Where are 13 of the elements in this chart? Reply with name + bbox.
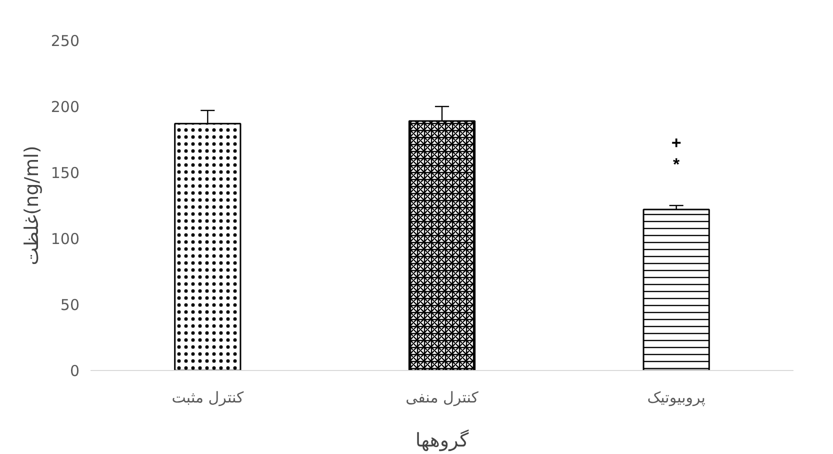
y-tick-label: 200 [50,98,80,116]
x-tick-label: پروبیوتیک [647,388,706,406]
x-axis-title: گروهها [415,428,470,452]
x-tick-label: کنترل منفی [406,388,480,406]
annotation: * [673,154,680,174]
x-tick-label: کنترل مثبت [172,388,244,406]
y-tick-label: 50 [60,296,80,314]
y-tick-label: 250 [50,32,80,50]
y-tick-label: 0 [70,362,80,380]
y-tick-label: 100 [50,230,80,248]
y-tick-label: 150 [50,164,80,182]
annotation: + [671,133,682,152]
y-axis-title: غلظت(ng/ml) [20,146,43,266]
